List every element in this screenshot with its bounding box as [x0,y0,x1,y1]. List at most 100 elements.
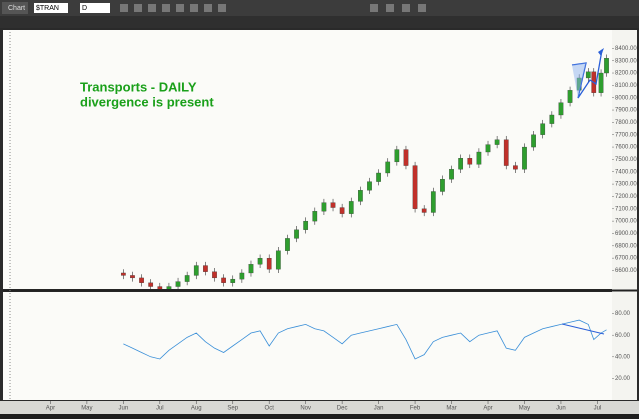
candle-body [203,265,208,272]
candle-body [248,264,254,274]
icon[interactable] [370,4,378,12]
candle-body [221,277,226,283]
y-tick-label: 8400.00 [615,46,637,52]
rsi-line [123,319,607,360]
x-tick-label: Jul [594,406,602,412]
toolbar-icons [120,4,426,12]
y-tick-label: 7700.00 [615,132,637,138]
candle-body [494,139,500,145]
icon[interactable] [204,4,212,12]
period-input[interactable] [80,3,110,13]
candle-body [367,181,372,191]
candle-body [503,139,509,166]
candle-body [440,179,445,192]
y-tick-label: 7300.00 [615,182,637,188]
candle-body [430,191,436,213]
icon[interactable] [190,4,198,12]
candle-body [604,58,609,74]
candle-body [184,275,190,282]
y-tick-label: 6700.00 [615,256,637,262]
x-tick-label: Apr [483,406,492,412]
axes: 6600.00 6700.00 6800.00 6900.00 7000.00 7100.… [46,46,638,412]
y-tick-label: 7100.00 [615,206,637,212]
x-axis-area [0,401,639,414]
candle-body [540,123,546,135]
candle-body [120,272,126,276]
y-tick-label: 7500.00 [615,157,637,163]
annotation: divergence is present [80,94,214,109]
candle-body [193,265,199,276]
x-tick-label: Sep [227,406,238,412]
x-tick-label: Oct [265,406,275,412]
icon[interactable] [418,4,426,12]
candle-body [230,278,236,283]
rsi-marks [123,319,607,360]
candle-body [175,281,181,287]
x-tick-label: Feb [410,406,421,412]
rsi-panel [3,292,612,400]
candle-body [157,286,163,289]
y-tick-label: 20.00 [615,376,631,382]
y-tick-label: 7000.00 [615,219,637,225]
y-tick-label: 6900.00 [615,231,637,237]
symbol-input[interactable] [34,3,68,13]
candle-body [531,134,536,148]
candle-body [212,271,217,279]
price-marks [120,54,609,289]
arrow-head [598,48,604,56]
candle-body [330,202,336,208]
candle-body [139,277,144,283]
x-tick-label: Dec [337,406,348,412]
toolbar [0,0,639,16]
candle-body [458,158,464,170]
candle-body [558,102,564,116]
icon[interactable] [218,4,226,12]
candle-body [303,220,309,230]
candle-body [348,201,354,214]
y-tick-label: 6600.00 [615,268,637,274]
candle-body [449,169,454,180]
candle-body [339,207,345,214]
candle-body [312,211,318,222]
candle-body [130,275,135,279]
y-tick-label: 40.00 [615,354,631,360]
candle-body [421,208,427,213]
candle-body [294,229,299,239]
icon[interactable] [176,4,184,12]
y-tick-label: 80.00 [615,311,631,317]
tab[interactable] [2,2,28,14]
candle-body [376,172,381,182]
icon[interactable] [162,4,170,12]
candle-body [239,272,245,280]
candle-body [522,146,527,170]
y-axis-area [612,30,637,400]
candle-body [358,190,363,202]
candle-body [394,149,400,163]
candle-body [567,90,573,103]
icon[interactable] [402,4,410,12]
icon[interactable] [148,4,156,12]
y-tick-label: 6800.00 [615,243,637,249]
candle-body [257,257,263,265]
x-tick-label: Aug [191,406,202,412]
candle-body [549,114,555,124]
symbol: $TRAN [36,5,59,12]
y-tick-label: 8200.00 [615,71,637,77]
tab-label: Chart [8,5,25,12]
candle-body [275,250,281,270]
y-tick-label: 8300.00 [615,58,637,64]
candle-body [467,158,473,165]
icon[interactable] [134,4,142,12]
y-tick-label: 7200.00 [615,194,637,200]
y-tick-label: 7400.00 [615,169,637,175]
candle-body [166,286,172,289]
candle-body [321,202,327,212]
candle-body [266,257,272,270]
price-panel [3,30,612,289]
icon[interactable] [386,4,394,12]
icon[interactable] [120,4,128,12]
candle-body [598,72,604,93]
x-tick-label: Nov [300,406,311,412]
x-tick-label: Jun [118,406,128,412]
candle-body [476,151,482,165]
